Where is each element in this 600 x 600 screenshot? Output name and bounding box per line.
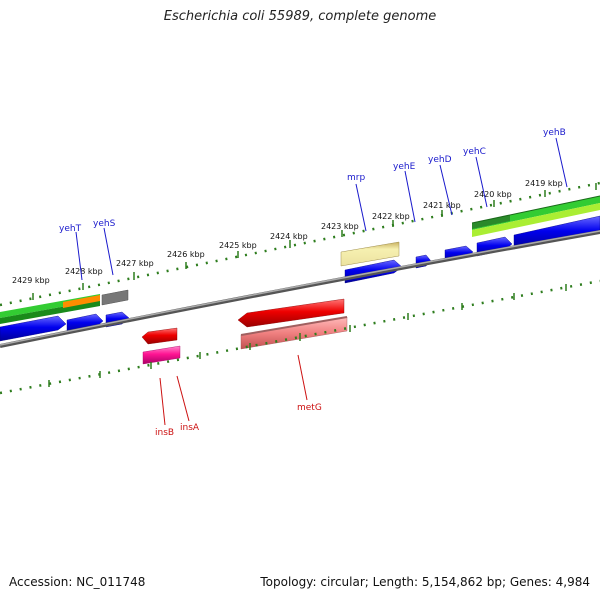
upper-tick-track	[0, 181, 600, 307]
gene-label-insB[interactable]: insB	[155, 428, 174, 438]
tick-label-2421: 2421 kbp	[423, 201, 461, 210]
upper-tick-dots	[0, 181, 600, 307]
gene-label-insA[interactable]: insA	[180, 423, 200, 433]
tick-label-2424: 2424 kbp	[270, 232, 308, 241]
genome-backbone	[0, 230, 600, 348]
forward-gene-labels	[75, 137, 568, 281]
reverse-gene-label-text: insB insA metG	[155, 403, 322, 438]
upper-major-ticks	[32, 183, 597, 300]
accession-text: Accession: NC_011748	[9, 575, 146, 589]
tick-label-2422: 2422 kbp	[372, 212, 410, 221]
gene-label-yehT[interactable]: yehT	[59, 224, 82, 234]
tick-label-2423: 2423 kbp	[321, 222, 359, 231]
ruler-labels: 2429 kbp 2428 kbp 2427 kbp 2426 kbp 2425…	[12, 179, 563, 285]
tick-label-2425: 2425 kbp	[219, 241, 257, 250]
tick-label-2428: 2428 kbp	[65, 267, 103, 276]
gene-label-yehS[interactable]: yehS	[93, 219, 116, 229]
tick-label-2420: 2420 kbp	[474, 190, 512, 199]
gene-label-mrp[interactable]: mrp	[347, 173, 365, 183]
reverse-gene-labels	[159, 354, 308, 426]
page-title: Escherichia coli 55989, complete genome	[163, 9, 437, 24]
gene-label-yehB[interactable]: yehB	[543, 128, 566, 138]
cds-arrow	[513, 215, 600, 250]
grey-feature	[101, 289, 129, 306]
green-band-right	[471, 195, 600, 237]
tick-label-2427: 2427 kbp	[116, 259, 154, 268]
genome-stats-text: Topology: circular; Length: 5,154,862 bp…	[260, 575, 590, 589]
gene-label-yehD[interactable]: yehD	[428, 155, 452, 165]
gene-label-yehE[interactable]: yehE	[393, 162, 416, 172]
gene-label-yehC[interactable]: yehC	[463, 147, 486, 157]
tick-label-2419: 2419 kbp	[525, 179, 563, 188]
tick-label-2429: 2429 kbp	[12, 276, 50, 285]
cds-arrow	[0, 315, 67, 342]
tick-label-2426: 2426 kbp	[167, 250, 205, 259]
pale-yellow-feature	[340, 241, 400, 267]
lower-tick-track	[0, 279, 600, 395]
insertion-element	[142, 345, 181, 365]
reverse-cds-track	[141, 298, 348, 365]
green-band-left	[0, 289, 129, 324]
gene-label-metG[interactable]: metG	[297, 403, 322, 413]
lower-major-ticks	[48, 284, 567, 387]
orange-feature	[63, 295, 100, 308]
metg-cds-arrow	[237, 298, 345, 328]
rev-cds-arrow	[141, 327, 178, 345]
forward-gene-label-text: yehT yehS mrp yehE yehD yehC yehB	[59, 128, 566, 234]
